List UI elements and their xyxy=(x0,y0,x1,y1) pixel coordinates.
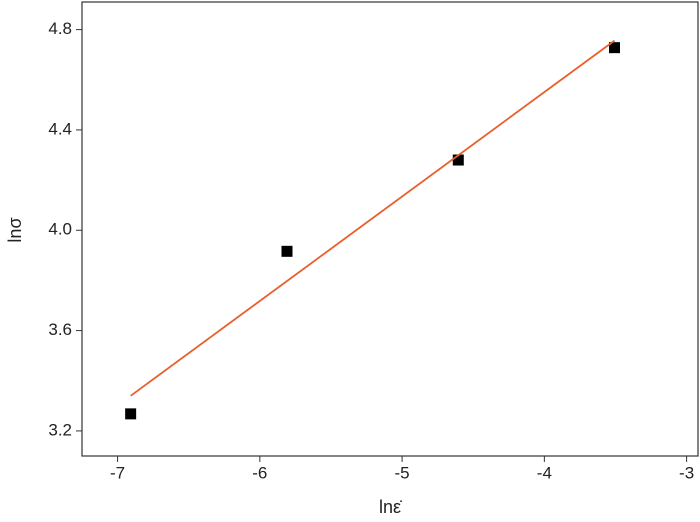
y-tick-label: 4.0 xyxy=(48,220,72,239)
x-tick-label: -5 xyxy=(395,463,410,482)
x-tick-label: -4 xyxy=(537,463,552,482)
data-point xyxy=(608,42,620,54)
y-tick-label: 3.2 xyxy=(48,420,72,439)
y-tick-label: 3.6 xyxy=(48,320,72,339)
x-tick-label: -6 xyxy=(252,463,267,482)
y-axis-label: lnσ xyxy=(5,217,25,242)
fit-line xyxy=(130,39,616,397)
x-tick-label: -7 xyxy=(110,463,125,482)
x-axis-label: lnε̇ xyxy=(379,497,402,517)
data-point xyxy=(281,245,293,257)
plot-frame xyxy=(81,1,699,457)
data-point xyxy=(125,408,137,420)
y-tick-label: 4.4 xyxy=(48,119,72,138)
data-point xyxy=(452,154,464,166)
y-tick-label: 4.8 xyxy=(48,19,72,38)
x-tick-label: -3 xyxy=(679,463,694,482)
